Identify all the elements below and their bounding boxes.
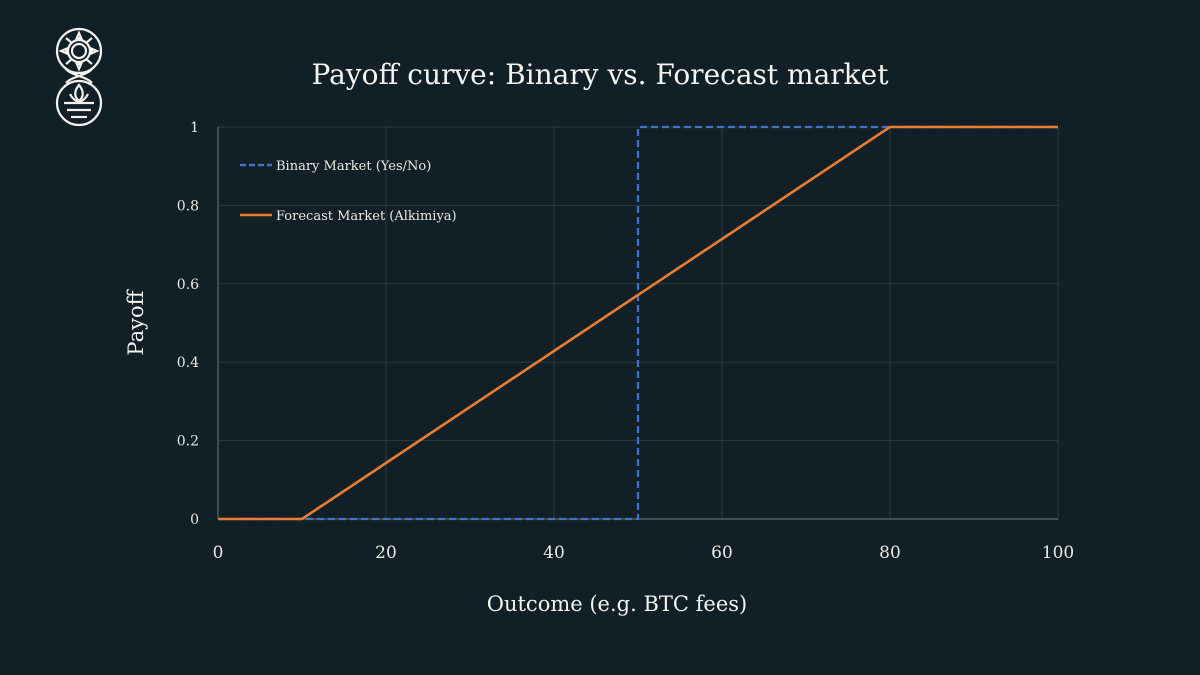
forecast-market-line [218,125,1058,521]
y-tick-label: 0.6 [177,277,199,293]
y-tick-label: 0.4 [177,355,199,371]
x-tick-label: 80 [879,543,901,563]
legend-forecast-label: Forecast Market (Alkimiya) [276,209,457,224]
legend: Binary Market (Yes/No) Forecast Market (A… [240,159,457,224]
y-tick-label: 0 [190,512,199,528]
y-tick-label: 1 [190,120,199,136]
y-tick-label: 0.2 [177,434,199,450]
y-tick-label: 0.8 [177,198,199,214]
legend-binary-label: Binary Market (Yes/No) [276,159,431,174]
x-tick-label: 0 [213,543,224,563]
y-axis-title: Payoff [124,288,148,355]
x-tick-label: 20 [375,543,397,563]
x-axis-title: Outcome (e.g. BTC fees) [487,592,747,616]
x-tick-label: 100 [1042,543,1074,563]
series-lines [218,125,1058,521]
binary-market-line [218,125,1058,521]
ouroboros-lotus-logo-icon [55,27,103,127]
x-tick-label: 60 [711,543,733,563]
chart-title: Payoff curve: Binary vs. Forecast market [312,58,890,91]
tick-labels: 0 0.2 0.4 0.6 0.8 1 0 20 40 60 80 100 [177,120,1074,563]
x-tick-label: 40 [543,543,565,563]
